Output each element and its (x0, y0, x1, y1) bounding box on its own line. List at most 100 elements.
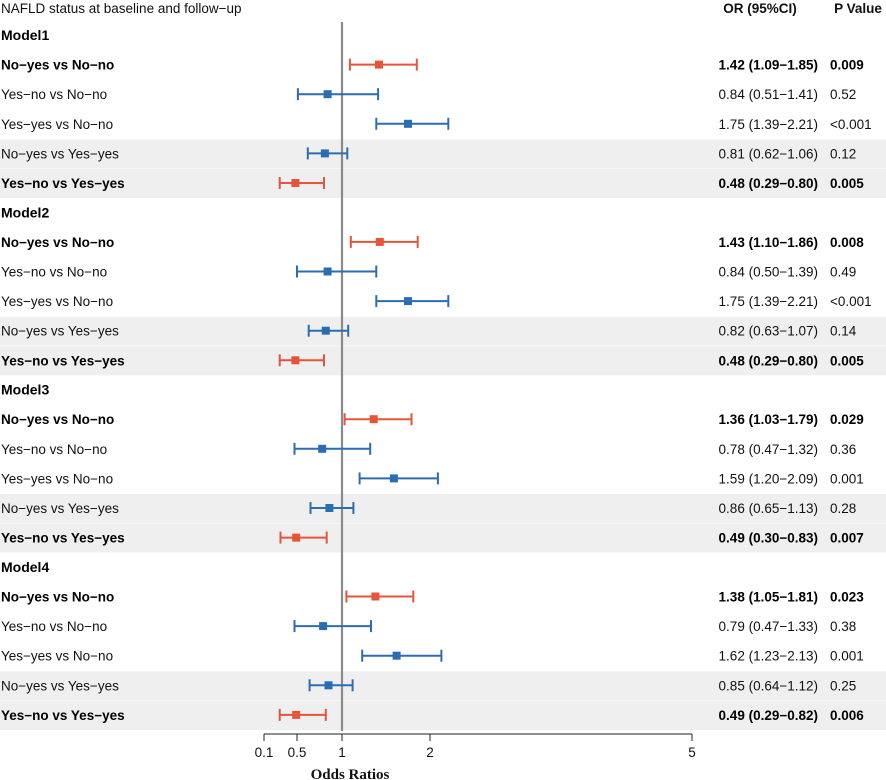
row-label: Yes−no vs No−no (1, 619, 107, 634)
p-value: <0.001 (830, 117, 872, 132)
row-label: Yes−yes vs No−no (1, 117, 113, 132)
or-ci-value: 1.38 (1.05−1.81) (719, 590, 818, 605)
or-ci-value: 1.62 (1.23−2.13) (719, 649, 818, 664)
or-ci-value: 1.36 (1.03−1.79) (719, 412, 818, 427)
odds-ratio-point (319, 622, 328, 631)
x-tick-label: 5 (688, 745, 696, 760)
odds-ratio-point (324, 681, 333, 690)
p-value: 0.14 (830, 324, 857, 339)
odds-ratio-point (292, 710, 301, 719)
row-label: Yes−no vs Yes−yes (1, 531, 125, 546)
x-tick-label: 1 (338, 745, 346, 760)
model-heading: Model2 (1, 204, 49, 220)
row-label: No−yes vs Yes−yes (1, 678, 119, 693)
row-label: No−yes vs No−no (1, 412, 114, 427)
x-axis: Odds Ratios 0.1 0.5 1 2 5 (255, 733, 696, 780)
odds-ratio-point (392, 651, 401, 660)
p-value: 0.008 (830, 235, 864, 250)
row-label: Yes−yes vs No−no (1, 649, 113, 664)
x-tick-label: 0.5 (288, 745, 307, 760)
p-value: <0.001 (830, 294, 872, 309)
or-ci-value: 1.43 (1.10−1.86) (719, 235, 818, 250)
or-column-header: OR (95%CI) (723, 1, 797, 16)
row-label: No−yes vs No−no (1, 590, 114, 605)
p-value: 0.005 (830, 176, 864, 191)
or-ci-value: 0.84 (0.50−1.39) (719, 265, 818, 280)
row-label: Yes−yes vs No−no (1, 471, 113, 486)
odds-ratio-point (369, 415, 378, 424)
model-heading: Model1 (1, 27, 49, 43)
or-ci-value: 0.86 (0.65−1.13) (719, 501, 818, 516)
odds-ratio-point (375, 237, 384, 246)
odds-ratio-point (320, 149, 329, 158)
model-heading: Model3 (1, 382, 49, 398)
row-label: No−yes vs No−no (1, 58, 114, 73)
row-label: Yes−no vs Yes−yes (1, 176, 125, 191)
odds-ratio-point (318, 444, 327, 453)
row-label: No−yes vs No−no (1, 235, 114, 250)
or-ci-value: 1.75 (1.39−2.21) (719, 294, 818, 309)
odds-ratio-point (291, 179, 300, 187)
p-value: 0.38 (830, 619, 856, 634)
row-label: Yes−no vs Yes−yes (1, 708, 125, 723)
or-ci-value: 0.79 (0.47−1.33) (719, 619, 818, 634)
p-value: 0.25 (830, 678, 856, 693)
row-label: No−yes vs Yes−yes (1, 501, 119, 516)
x-tick-label: 0.1 (255, 745, 274, 760)
p-value: 0.36 (830, 442, 856, 457)
p-value: 0.006 (830, 708, 864, 723)
odds-ratio-point (292, 533, 301, 542)
shaded-row-band (0, 700, 886, 730)
p-value: 0.023 (830, 590, 864, 605)
row-label: Yes−no vs No−no (1, 265, 107, 280)
or-ci-value: 1.59 (1.20−2.09) (719, 471, 818, 486)
shaded-row-band (0, 169, 886, 198)
shaded-row-band (0, 671, 886, 701)
odds-ratio-point (371, 592, 380, 601)
odds-ratio-point (404, 297, 412, 306)
p-value: 0.28 (830, 501, 856, 516)
p-value: 0.001 (830, 649, 864, 664)
shaded-row-band (0, 139, 886, 169)
or-ci-value: 1.75 (1.39−2.21) (719, 117, 818, 132)
odds-ratio-point (325, 504, 334, 512)
rows-layer: Model1 No−yes vs No−no 1.42 (1.09−1.85) 0.0… (1, 27, 872, 723)
or-ci-value: 0.84 (0.51−1.41) (719, 87, 818, 102)
odds-ratio-point (404, 119, 412, 128)
p-value: 0.009 (830, 58, 864, 73)
shaded-row-band (0, 316, 886, 346)
or-ci-value: 0.78 (0.47−1.32) (719, 442, 818, 457)
model-heading: Model4 (1, 559, 49, 575)
odds-ratio-point (323, 90, 332, 99)
row-label: Yes−no vs Yes−yes (1, 353, 125, 368)
or-ci-value: 0.81 (0.62−1.06) (719, 146, 818, 161)
or-ci-value: 0.49 (0.30−0.83) (719, 531, 818, 546)
or-ci-value: 0.48 (0.29−0.80) (719, 353, 818, 368)
shaded-row-band (0, 494, 886, 523)
p-value: 0.12 (830, 146, 856, 161)
odds-ratio-point (375, 60, 383, 69)
p-value: 0.49 (830, 265, 856, 280)
odds-ratio-point (321, 326, 330, 335)
odds-ratio-point (389, 474, 398, 483)
or-ci-value: 0.49 (0.29−0.82) (719, 708, 818, 723)
row-label: Yes−no vs No−no (1, 87, 107, 102)
or-ci-value: 1.42 (1.09−1.85) (719, 58, 818, 73)
plot-title: NAFLD status at baseline and follow−up (1, 1, 242, 16)
row-label: No−yes vs Yes−yes (1, 324, 119, 339)
shading-layer (0, 139, 886, 730)
p-value: 0.001 (830, 471, 864, 486)
shaded-row-band (0, 346, 886, 376)
shaded-row-band (0, 523, 886, 553)
or-ci-value: 0.48 (0.29−0.80) (719, 176, 818, 191)
p-value: 0.029 (830, 412, 864, 427)
odds-ratio-point (291, 356, 300, 365)
x-axis-label: Odds Ratios (311, 767, 390, 780)
row-label: No−yes vs Yes−yes (1, 146, 119, 161)
or-ci-value: 0.82 (0.63−1.07) (719, 324, 818, 339)
or-ci-value: 0.85 (0.64−1.12) (719, 678, 818, 693)
row-label: Yes−yes vs No−no (1, 294, 113, 309)
row-label: Yes−no vs No−no (1, 442, 107, 457)
p-value: 0.007 (830, 531, 864, 546)
